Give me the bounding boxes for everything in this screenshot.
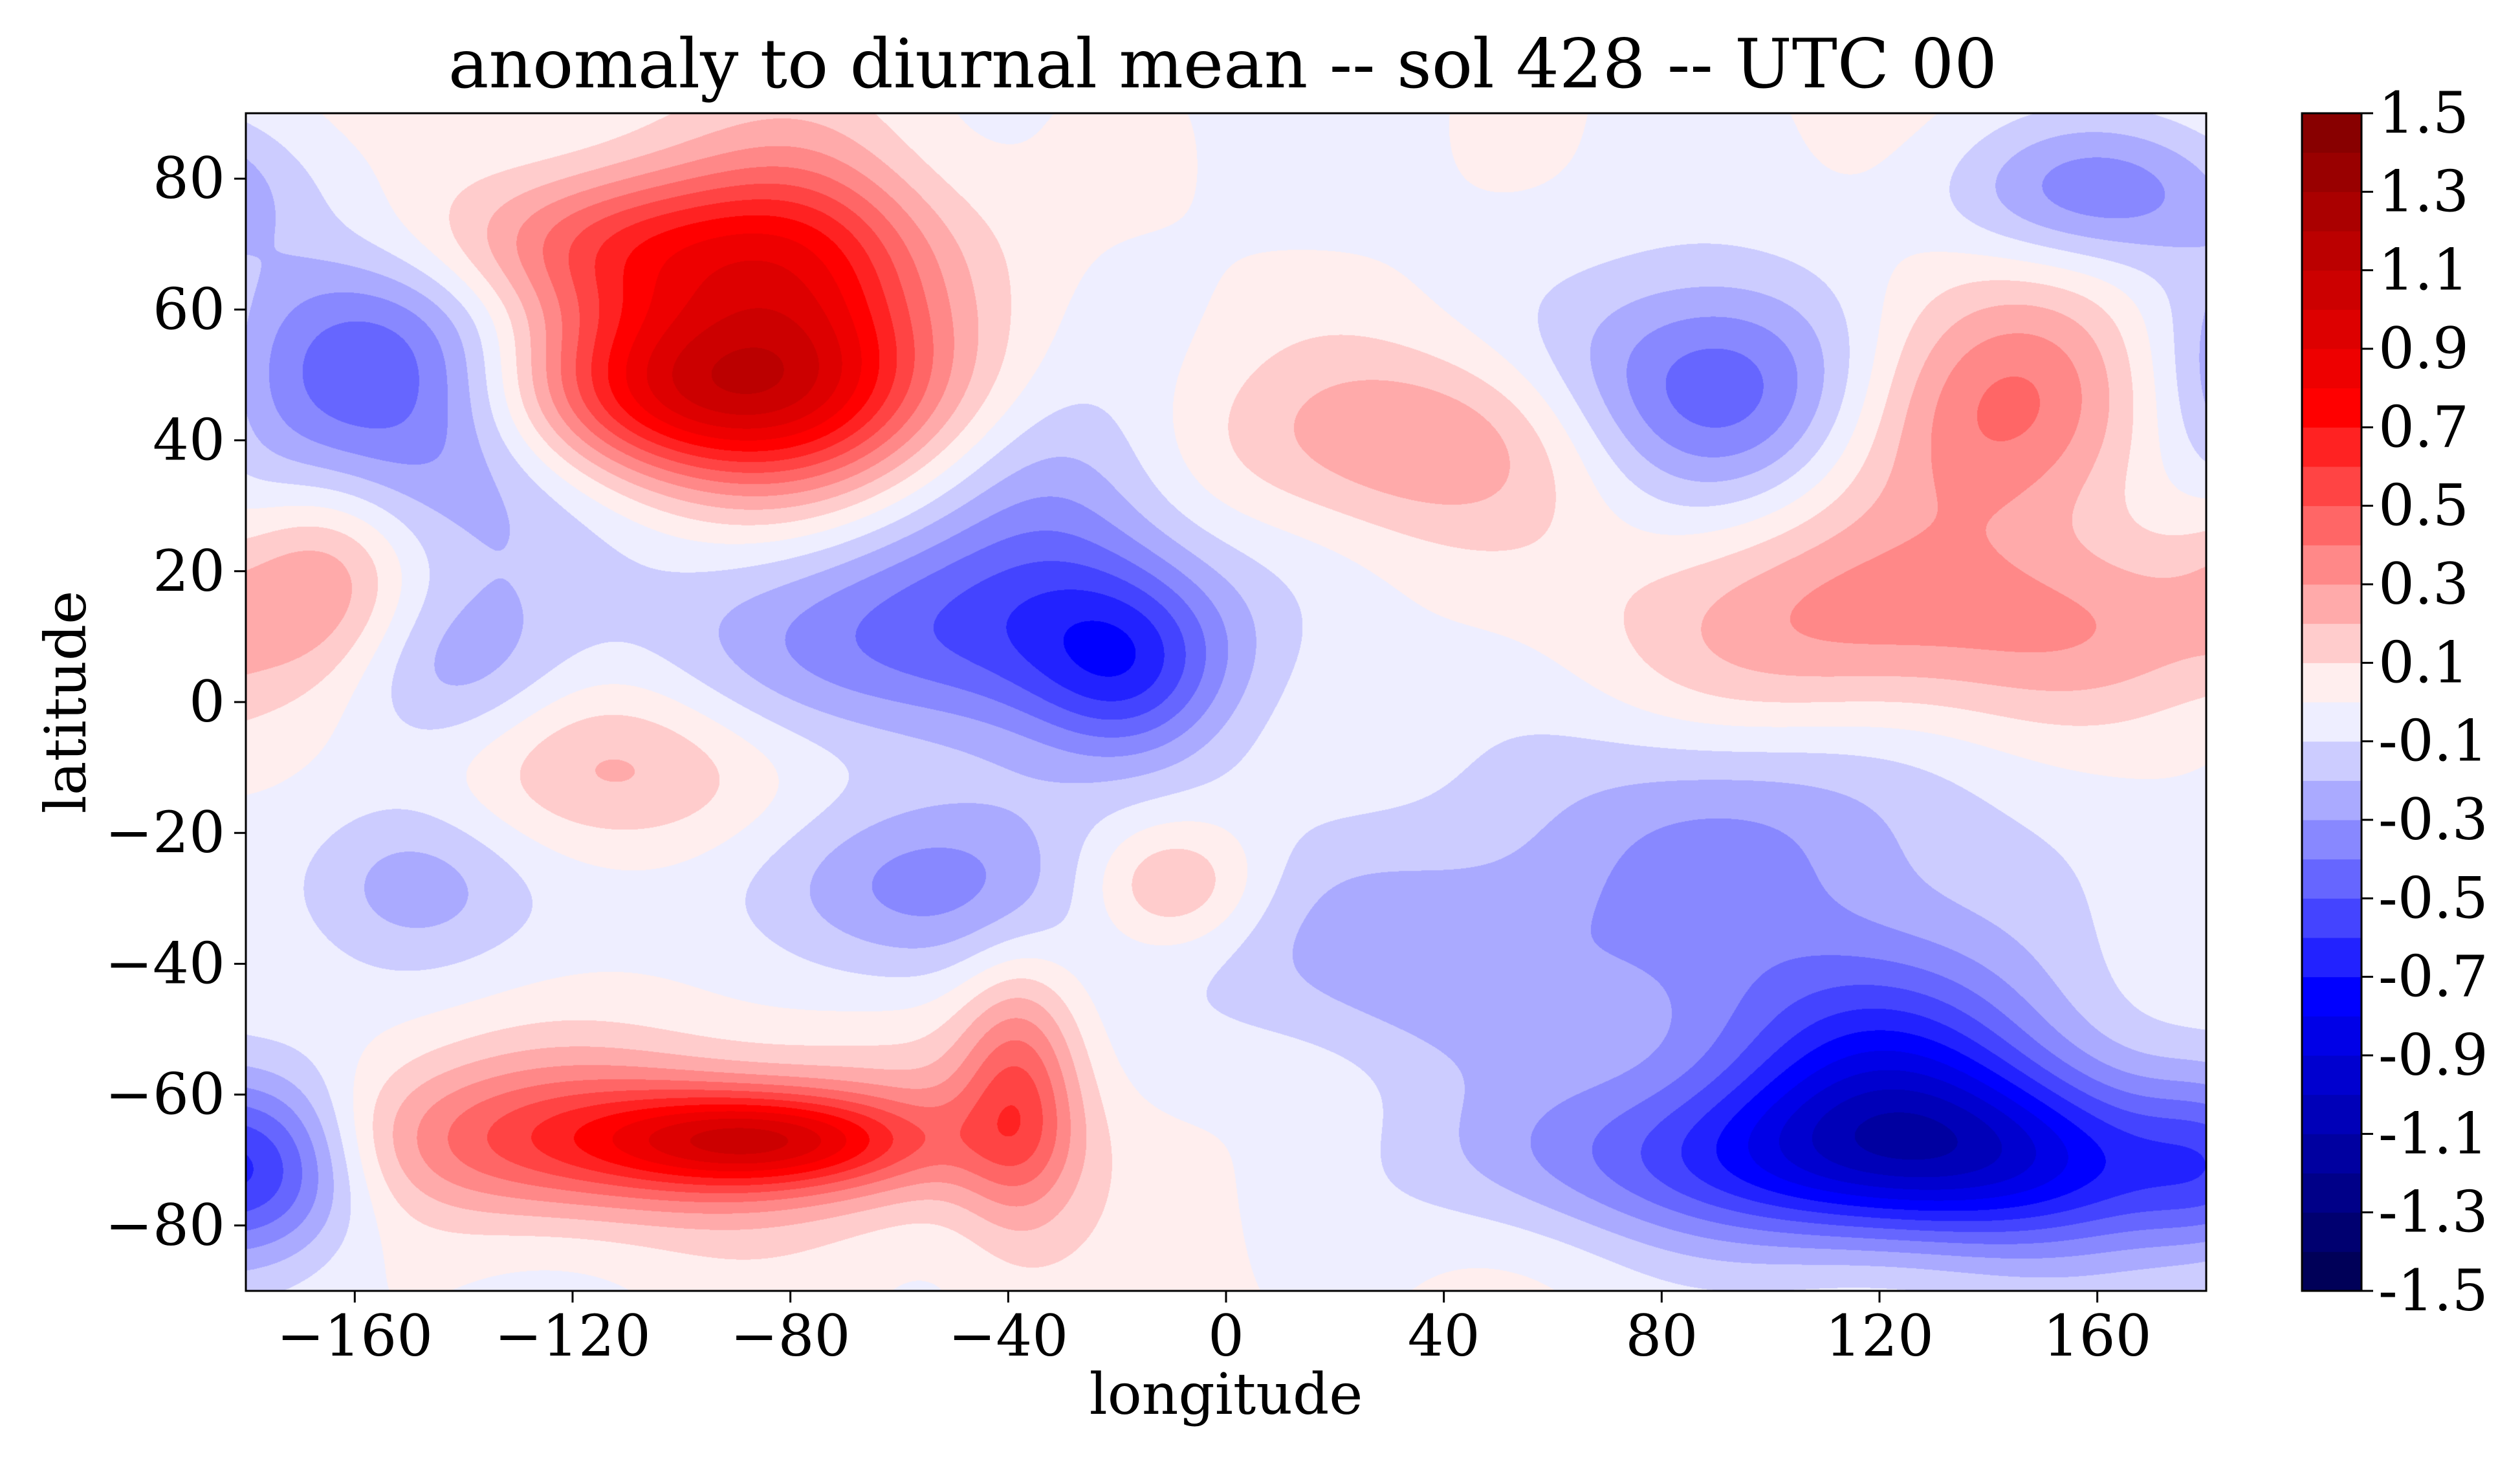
colorbar-band (2302, 467, 2361, 507)
colorbar-band (2302, 1055, 2361, 1095)
colorbar-band (2302, 1212, 2361, 1252)
colorbar-band (2302, 741, 2361, 781)
x-tick-label: −160 (276, 1303, 433, 1369)
colorbar-band (2302, 1094, 2361, 1134)
y-axis-label: latitude (32, 591, 99, 814)
colorbar-band (2302, 113, 2361, 153)
colorbar-tick-label: -0.7 (2378, 943, 2488, 1010)
colorbar-band (2302, 152, 2361, 192)
colorbar-tick-label: 1.1 (2378, 237, 2469, 303)
colorbar-band (2302, 1134, 2361, 1174)
colorbar-ticks: 1.5 1.3 1.1 0.9 0.7 0.5 0.3 0.1 -0.1 -0.3 -0.5 -0.7… (2361, 80, 2488, 1324)
x-tick-label: −80 (730, 1303, 851, 1369)
anomaly-field (246, 113, 2206, 1291)
colorbar-band (2302, 545, 2361, 585)
colorbar-band (2302, 898, 2361, 938)
y-tick-label: −60 (105, 1061, 225, 1128)
y-tick-label: 80 (153, 145, 225, 212)
colorbar-band (2302, 192, 2361, 232)
x-tick-label: 40 (1408, 1303, 1480, 1369)
y-tick-label: 40 (153, 407, 225, 474)
x-tick-label: 120 (1825, 1303, 1934, 1369)
colorbar-band (2302, 309, 2361, 349)
colorbar-frame (2301, 112, 2363, 1292)
chart-title: anomaly to diurnal mean -- sol 428 -- UT… (448, 25, 1997, 104)
colorbar-tick-label: -0.3 (2378, 786, 2488, 853)
colorbar-tick-label: 0.9 (2378, 315, 2469, 382)
colorbar-tick-label: 0.1 (2378, 629, 2469, 696)
colorbar-band (2302, 938, 2361, 978)
colorbar-band (2302, 231, 2361, 271)
y-tick-label: −40 (105, 930, 225, 996)
colorbar-band (2302, 505, 2361, 545)
colorbar-band (2302, 702, 2361, 742)
colorbar-band (2302, 270, 2361, 310)
colorbar-tick-label: -0.1 (2378, 708, 2488, 775)
colorbar-band (2302, 780, 2361, 820)
colorbar-tick-label: -1.3 (2378, 1179, 2488, 1246)
colorbar-band (2302, 584, 2361, 624)
colorbar-band (2302, 859, 2361, 899)
colorbar-band (2302, 663, 2361, 703)
colorbar-band (2302, 623, 2361, 663)
colorbar-band (2302, 388, 2361, 428)
colorbar-tick-label: -1.1 (2378, 1100, 2488, 1167)
x-tick-label: 80 (1625, 1303, 1698, 1369)
x-tick-label: −40 (948, 1303, 1068, 1369)
colorbar-band (2302, 1251, 2361, 1292)
colorbar-band (2302, 349, 2361, 389)
y-axis: 80 60 40 20 0 −20 −40 −60 −80 (105, 145, 246, 1259)
colorbar-bands (2302, 113, 2361, 1292)
colorbar-tick-label: -1.5 (2378, 1257, 2488, 1324)
y-tick-label: 0 (189, 668, 225, 735)
colorbar-band (2302, 1173, 2361, 1213)
y-tick-label: −20 (105, 799, 225, 866)
y-tick-label: 20 (153, 538, 225, 604)
x-tick-label: 160 (2043, 1303, 2152, 1369)
colorbar-band (2302, 1016, 2361, 1056)
colorbar-tick-label: 0.3 (2378, 551, 2469, 617)
colorbar-band (2302, 820, 2361, 860)
colorbar-band (2302, 427, 2361, 467)
colorbar-tick-label: -0.5 (2378, 864, 2488, 931)
x-axis: −160 −120 −80 −40 0 40 80 120 160 (276, 1291, 2152, 1369)
x-tick-label: 0 (1208, 1303, 1244, 1369)
colorbar-tick-label: 1.3 (2378, 158, 2469, 225)
plot-area (245, 112, 2208, 1292)
colorbar-tick-label: -0.9 (2378, 1022, 2488, 1088)
colorbar-tick-label: 1.5 (2378, 80, 2469, 146)
colorbar-tick-label: 0.7 (2378, 393, 2469, 460)
colorbar-tick-label: 0.5 (2378, 472, 2469, 539)
x-tick-label: −120 (494, 1303, 651, 1369)
colorbar: 1.5 1.3 1.1 0.9 0.7 0.5 0.3 0.1 -0.1 -0.3 -0.5 -0.7… (2301, 80, 2488, 1324)
y-tick-label: 60 (153, 276, 225, 342)
y-tick-label: −80 (105, 1192, 225, 1259)
x-axis-label: longitude (1090, 1361, 1363, 1427)
colorbar-band (2302, 976, 2361, 1017)
